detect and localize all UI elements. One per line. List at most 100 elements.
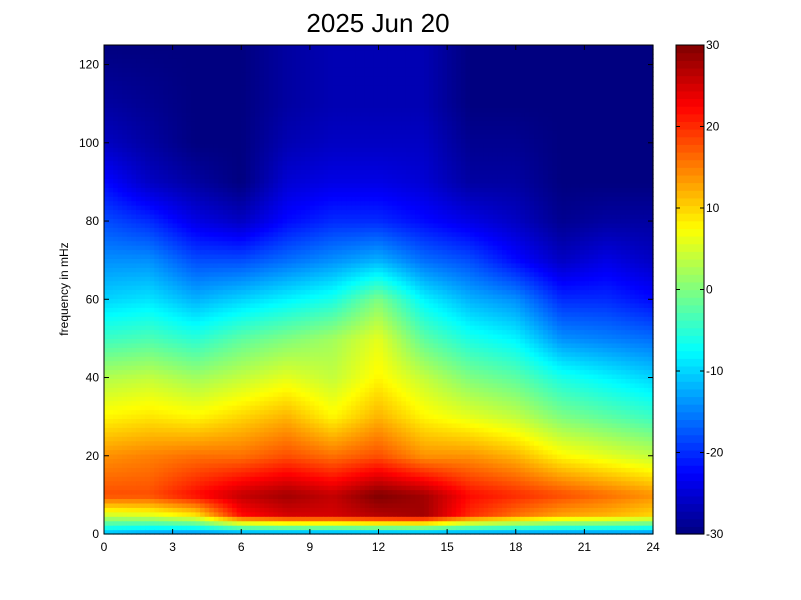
heatmap-cell [287, 333, 293, 339]
heatmap-cell [264, 120, 270, 126]
heatmap-cell [117, 342, 123, 348]
heatmap-cell [264, 449, 270, 455]
heatmap-cell [232, 231, 238, 237]
heatmap-cell [200, 329, 206, 335]
heatmap-cell [245, 342, 251, 348]
heatmap-cell [190, 396, 197, 402]
heatmap-cell [190, 213, 197, 219]
heatmap-cell [227, 329, 233, 335]
heatmap-cell [181, 400, 187, 406]
heatmap-cell [254, 529, 261, 535]
heatmap-cell [254, 116, 261, 122]
heatmap-cell [122, 467, 128, 473]
heatmap-cell [300, 178, 306, 184]
heatmap-cell [177, 418, 183, 424]
heatmap-cell [222, 236, 229, 242]
heatmap-cell [149, 409, 155, 415]
heatmap-cell [168, 276, 174, 282]
heatmap-cell [236, 236, 242, 242]
heatmap-cell [305, 427, 311, 433]
heatmap-cell [232, 236, 238, 242]
heatmap-cell [163, 129, 169, 135]
heatmap-cell [264, 516, 270, 522]
heatmap-cell [113, 525, 119, 531]
heatmap-cell [140, 62, 146, 68]
heatmap-cell [149, 462, 155, 468]
heatmap-cell [282, 373, 288, 380]
heatmap-cell [181, 316, 187, 322]
heatmap-cell [227, 160, 233, 166]
heatmap-cell [204, 151, 210, 157]
heatmap-cell [291, 458, 297, 464]
heatmap-cell [268, 525, 274, 531]
heatmap-cell [154, 458, 160, 464]
heatmap-cell [227, 507, 233, 513]
heatmap-cell [264, 400, 270, 406]
heatmap-cell [168, 440, 174, 446]
heatmap-cell [154, 53, 160, 59]
heatmap-cell [236, 276, 242, 282]
heatmap-cell [177, 316, 183, 322]
heatmap-cell [108, 302, 114, 308]
heatmap-cell [300, 480, 306, 486]
heatmap-cell [168, 245, 174, 251]
heatmap-cell [287, 520, 293, 526]
heatmap-cell [287, 49, 293, 55]
heatmap-cell [140, 396, 146, 402]
heatmap-cell [113, 253, 119, 259]
heatmap-cell [163, 316, 169, 322]
heatmap-cell [108, 391, 114, 397]
heatmap-cell [145, 45, 151, 51]
heatmap-cell [158, 182, 165, 188]
heatmap-cell [268, 187, 274, 193]
heatmap-cell [163, 427, 169, 433]
heatmap-cell [163, 67, 169, 73]
heatmap-cell [236, 356, 242, 362]
heatmap-cell [181, 267, 187, 273]
heatmap-cell [140, 360, 146, 366]
heatmap-cell [117, 471, 123, 477]
heatmap-cell [296, 387, 302, 393]
heatmap-cell [172, 365, 178, 371]
heatmap-cell [277, 67, 284, 73]
heatmap-cell [158, 89, 165, 95]
heatmap-cell [108, 89, 114, 95]
heatmap-cell [273, 431, 279, 437]
heatmap-cell [300, 418, 306, 424]
heatmap-cell [254, 218, 261, 224]
heatmap-cell [277, 289, 284, 295]
heatmap-cell [213, 373, 219, 380]
heatmap-cell [273, 480, 279, 486]
heatmap-cell [250, 409, 256, 415]
heatmap-cell [245, 409, 251, 415]
heatmap-cell [236, 498, 242, 504]
heatmap-cell [259, 222, 265, 228]
heatmap-cell [113, 400, 119, 406]
heatmap-cell [172, 525, 178, 531]
heatmap-cell [200, 511, 206, 517]
heatmap-cell [250, 98, 256, 104]
heatmap-cell [154, 147, 160, 153]
heatmap-cell [149, 209, 155, 215]
heatmap-cell [277, 467, 284, 473]
heatmap-cell [241, 53, 247, 59]
heatmap-cell [186, 347, 192, 353]
heatmap-cell [296, 467, 302, 473]
heatmap-cell [300, 191, 306, 197]
heatmap-cell [222, 53, 229, 59]
heatmap-cell [236, 502, 242, 508]
heatmap-cell [227, 182, 233, 188]
heatmap-cell [227, 227, 233, 233]
heatmap-cell [168, 378, 174, 384]
heatmap-cell [213, 467, 219, 473]
heatmap-cell [273, 289, 279, 295]
heatmap-cell [122, 85, 128, 91]
heatmap-cell [268, 333, 274, 339]
heatmap-cell [195, 98, 201, 104]
heatmap-cell [213, 267, 219, 273]
heatmap-cell [181, 382, 187, 388]
heatmap-cell [236, 218, 242, 224]
heatmap-cell [305, 280, 311, 286]
heatmap-cell [218, 311, 224, 317]
heatmap-cell [218, 209, 224, 215]
